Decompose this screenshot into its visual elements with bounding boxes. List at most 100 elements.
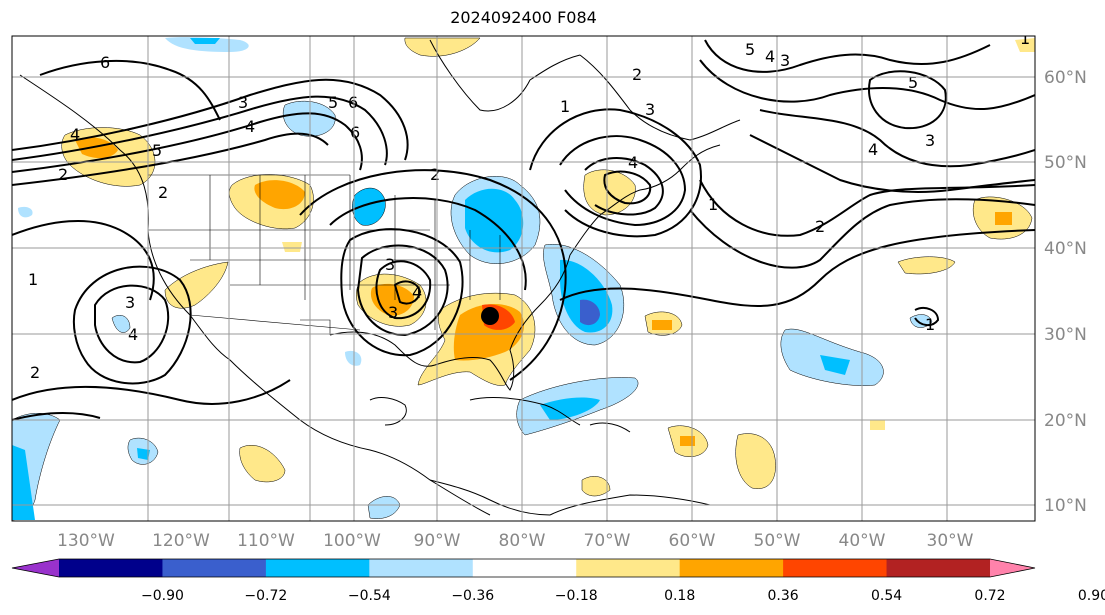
contour-label: 1 (560, 97, 570, 116)
warm-field-west-coast (164, 261, 229, 309)
contour-label: 2 (30, 363, 40, 382)
lon-label: 90°W (414, 531, 461, 551)
blue-field-north (165, 37, 249, 52)
colorbar-tick-label: −0.90 (141, 588, 184, 604)
colorbar-extend-high (990, 559, 1035, 577)
colorbar-segment (576, 559, 681, 577)
blue-field-pacific-sw-core (12, 445, 35, 520)
contour-label: 4 (412, 283, 422, 302)
contour-label: 1 (28, 270, 38, 289)
contour-label: 3 (388, 303, 398, 322)
colorbar-segment (369, 559, 474, 577)
colorbar: −0.90 −0.72 −0.54 −0.36 −0.18 0.18 0.36 0.54 0.7… (11, 558, 1105, 604)
coast-west-na (19, 74, 491, 516)
warm-field-lesser-ant-core (680, 436, 695, 446)
coastlines (19, 39, 741, 516)
contour-label: 5 (908, 73, 918, 92)
warm-field-east-atl-core (995, 212, 1012, 225)
warm-field-small-pac (282, 242, 302, 252)
contour-label: 3 (125, 293, 135, 312)
colorbar-tick-label: 0.36 (768, 588, 799, 604)
storm-center-marker (481, 307, 499, 325)
contour-label: 5 (745, 40, 755, 59)
blue-field-gulf-small (345, 350, 362, 366)
coast-labrador (579, 54, 741, 141)
blue-field-canada (282, 100, 336, 137)
contour-label: 2 (815, 217, 825, 236)
coast-yucatan (369, 397, 407, 426)
blue-field-atlantic-core (580, 299, 600, 326)
contour-label: 6 (350, 123, 360, 142)
colorbar-tick-label: −0.18 (555, 588, 598, 604)
lat-label: 60°N (1044, 68, 1087, 88)
lat-label: 20°N (1044, 411, 1087, 431)
coast-gulf (329, 254, 571, 391)
warm-field-ne-corner (1015, 38, 1035, 52)
contour-label: 1 (925, 315, 935, 334)
blue-field-mid-atlantic-core (820, 355, 850, 375)
colorbar-segment (472, 559, 577, 577)
lon-label: 40°W (839, 531, 886, 551)
gridlines (12, 36, 1035, 521)
contour-label: 4 (70, 125, 80, 144)
blue-field-west (111, 315, 131, 333)
colorbar-segment (679, 559, 784, 577)
warm-field-central-am (581, 476, 611, 497)
warm-field-plains-core (254, 180, 305, 210)
blue-field-caribbean-core (540, 397, 600, 420)
colorbar-tick-label: −0.36 (451, 588, 494, 604)
contour-label: 5 (152, 141, 162, 160)
contour-label: 6 (100, 53, 110, 72)
lon-label: 120°W (152, 531, 210, 551)
colorbar-segment (783, 559, 888, 577)
colorbar-outline (11, 558, 1036, 578)
shaded-fields (12, 37, 1035, 521)
warm-field-bc-core (75, 137, 118, 159)
contour-labels: 6 5 4 3 2 1 2 3 4 6 5 6 3 4 2 1 1 2 3 4 … (28, 29, 1030, 382)
colorbar-tick-label: −0.72 (244, 588, 287, 604)
lat-label: 30°N (1044, 325, 1087, 345)
lon-label: 100°W (323, 531, 381, 551)
contour-label: 6 (348, 93, 358, 112)
contour-label: 4 (245, 117, 255, 136)
coast-hudson (429, 39, 581, 112)
contour-label: 3 (925, 131, 935, 150)
warm-field-north-lab (404, 37, 481, 57)
colorbar-segment (162, 559, 267, 577)
contour-label: 2 (58, 165, 68, 184)
contour-label: 1 (708, 195, 718, 214)
colorbar-tick-label: 0.90 (1078, 588, 1105, 604)
contour-label: 3 (645, 100, 655, 119)
lon-axis-labels: 130°W 120°W 110°W 100°W 90°W 80°W 70°W 6… (57, 531, 974, 551)
lon-label: 110°W (237, 531, 295, 551)
colorbar-segment (59, 559, 163, 577)
blue-field-pacific-nw (18, 206, 33, 218)
colorbar-segment (265, 559, 370, 577)
lon-label: 30°W (927, 531, 974, 551)
blue-field-pacific-small-core (137, 448, 150, 460)
warm-field-central-atl-core (652, 320, 672, 330)
contour-label: 4 (868, 140, 878, 159)
contour-label: 3 (385, 255, 395, 274)
coast-central-am (429, 479, 551, 516)
lon-label: 50°W (754, 531, 801, 551)
colorbar-segment (886, 559, 991, 577)
colorbar-segments (12, 559, 1035, 577)
lat-label: 10°N (1044, 496, 1087, 516)
colorbar-tick-label: −0.54 (348, 588, 391, 604)
contour-label: 2 (158, 183, 168, 202)
colorbar-tick-label: 0.18 (664, 588, 695, 604)
contour-label: 3 (780, 51, 790, 70)
blue-field-north-core (190, 38, 220, 44)
coast-hispaniola (589, 422, 631, 433)
map-panel: 6 5 4 3 2 1 2 3 4 6 5 6 3 4 2 1 1 2 3 4 … (12, 29, 1035, 521)
contour-label: 1 (1020, 29, 1030, 48)
coast-cuba (469, 397, 581, 426)
lon-label: 130°W (57, 531, 115, 551)
colorbar-tick-label: 0.54 (871, 588, 902, 604)
contour-label: 2 (632, 65, 642, 84)
contour-label: 3 (238, 93, 248, 112)
lat-axis-labels: 60°N 50°N 40°N 30°N 20°N 10°N (1044, 68, 1087, 516)
lon-label: 70°W (584, 531, 631, 551)
